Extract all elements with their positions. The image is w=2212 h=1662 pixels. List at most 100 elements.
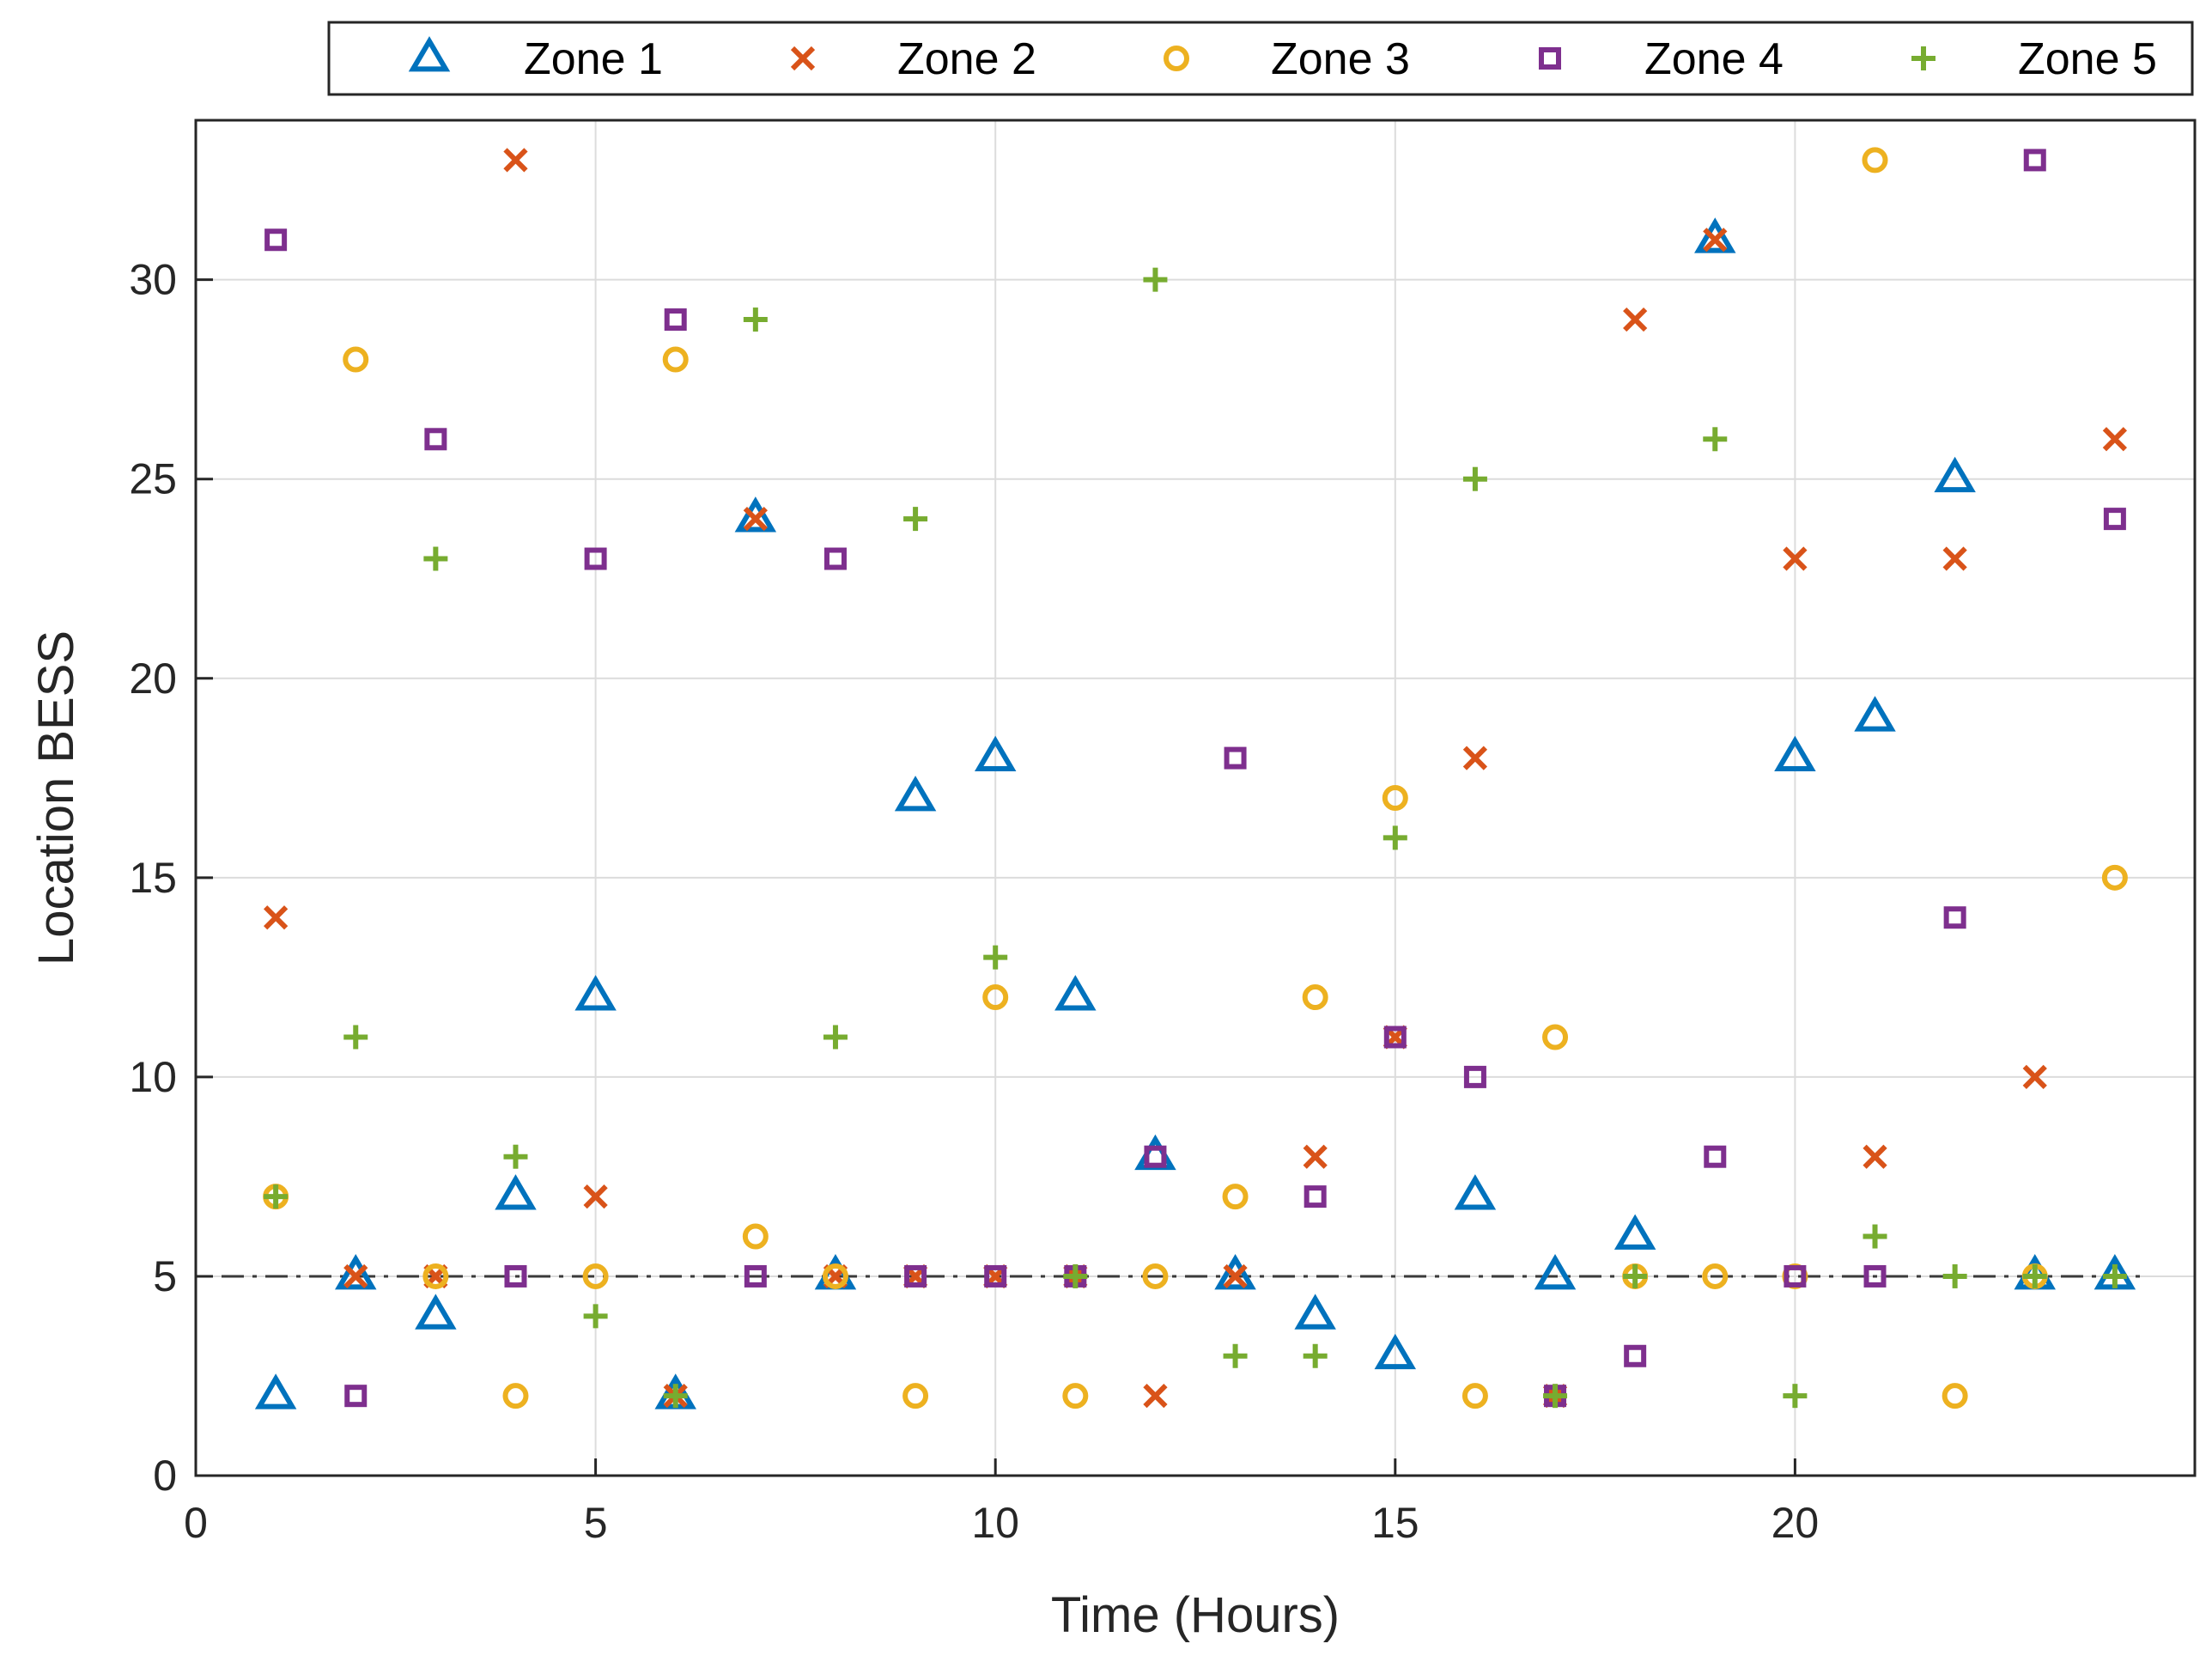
data-point: [344, 1385, 368, 1408]
data-point: [894, 776, 937, 812]
data-point: [974, 735, 1017, 771]
data-point: [1942, 1383, 1968, 1409]
data-point: [1302, 984, 1328, 1011]
data-point: [1382, 785, 1408, 811]
data-points: [254, 147, 2136, 1409]
data-point: [1462, 746, 1488, 770]
data-point: [742, 1223, 769, 1250]
data-point: [2022, 1064, 2047, 1090]
data-point: [1694, 217, 1736, 253]
data-point: [1863, 1224, 1887, 1249]
data-point: [335, 1254, 377, 1290]
data-point: [1374, 1333, 1417, 1370]
data-point: [1704, 1145, 1727, 1168]
data-point: [1054, 975, 1097, 1011]
data-point: [1624, 1344, 1647, 1367]
legend: Zone 1 Zone 2 Zone 3 Zone 4 Zone 5: [327, 21, 2194, 96]
data-point: [424, 428, 447, 451]
legend-item: Zone 4: [1539, 34, 1784, 84]
data-point: [264, 228, 288, 252]
data-point: [1463, 1065, 1486, 1088]
y-axis-label: Location BESS: [28, 630, 84, 965]
data-point: [423, 546, 448, 571]
legend-marker: [1539, 47, 1561, 70]
data-point: [1223, 1263, 1248, 1289]
data-point: [1454, 1174, 1497, 1210]
data-point: [744, 1264, 767, 1288]
data-point: [1142, 1263, 1169, 1289]
data-point: [984, 1264, 1007, 1288]
data-point: [584, 547, 607, 570]
legend-item: Zone 2: [790, 34, 1036, 84]
data-point: [2023, 149, 2046, 172]
data-point: [983, 945, 1008, 970]
data-point: [1214, 1254, 1256, 1290]
x-tick-label: 15: [1371, 1499, 1419, 1547]
grid: [195, 120, 2195, 1476]
data-point: [1784, 1264, 1807, 1288]
data-point: [1783, 1384, 1808, 1409]
legend-marker: [408, 36, 451, 72]
data-point: [743, 506, 768, 532]
data-point: [1144, 1145, 1167, 1168]
data-point: [903, 507, 928, 532]
x-tick-label: 10: [971, 1499, 1019, 1547]
data-point: [1383, 1026, 1407, 1049]
data-point: [1143, 267, 1168, 292]
data-point: [1863, 1144, 1887, 1169]
y-tick-label: 0: [153, 1452, 177, 1500]
data-point: [823, 1025, 848, 1050]
legend-label: Zone 2: [897, 34, 1036, 84]
x-tick-label: 0: [184, 1499, 208, 1547]
legend-label: Zone 5: [2018, 34, 2157, 84]
data-point: [662, 346, 689, 373]
y-tick-label: 20: [129, 654, 177, 703]
data-point: [574, 975, 617, 1011]
data-point: [504, 1264, 527, 1288]
data-point: [1783, 546, 1808, 571]
y-tick-label: 10: [129, 1053, 177, 1101]
data-point: [1863, 1264, 1887, 1288]
series-1: [254, 217, 2136, 1409]
data-point: [1063, 1263, 1088, 1288]
data-point: [343, 1263, 368, 1289]
data-point: [1862, 147, 1888, 174]
data-point: [1613, 1214, 1656, 1250]
legend-box: [327, 21, 2194, 96]
x-tick-label: 5: [584, 1499, 608, 1547]
data-point: [503, 1144, 528, 1169]
data-point: [583, 1304, 608, 1329]
data-point: [1062, 1383, 1089, 1409]
data-point: [1702, 1263, 1729, 1289]
x-ticks: 0 5 10 15 20: [184, 1458, 1819, 1547]
series-3: [263, 147, 2128, 1409]
data-point: [1934, 456, 1976, 493]
data-point: [664, 308, 687, 332]
data-point: [1294, 1294, 1336, 1330]
legend-label: Zone 3: [1271, 34, 1410, 84]
data-point: [1942, 1263, 1967, 1288]
y-tick-label: 25: [129, 455, 177, 503]
y-tick-label: 5: [153, 1252, 177, 1300]
legend-marker: [1911, 46, 1936, 70]
y-tick-label: 15: [129, 854, 177, 902]
data-point: [1703, 228, 1728, 253]
y-ticks: 0 5 10 15 20 25 30: [129, 256, 213, 1500]
data-point: [1623, 307, 1648, 332]
data-point: [582, 1263, 609, 1289]
axes-box: [194, 119, 2197, 1477]
data-point: [1224, 746, 1247, 770]
data-point: [1303, 1343, 1328, 1368]
x-axis-label: Time (Hours): [1051, 1587, 1340, 1643]
data-point: [1942, 546, 1967, 571]
data-point: [1542, 1024, 1569, 1050]
legend-marker: [790, 46, 816, 71]
legend-item: Zone 1: [408, 34, 663, 84]
data-point: [1943, 906, 1966, 929]
data-point: [343, 346, 369, 373]
data-point: [503, 148, 528, 173]
data-point: [502, 1383, 529, 1409]
data-point: [823, 547, 847, 570]
data-point: [1143, 1384, 1168, 1409]
